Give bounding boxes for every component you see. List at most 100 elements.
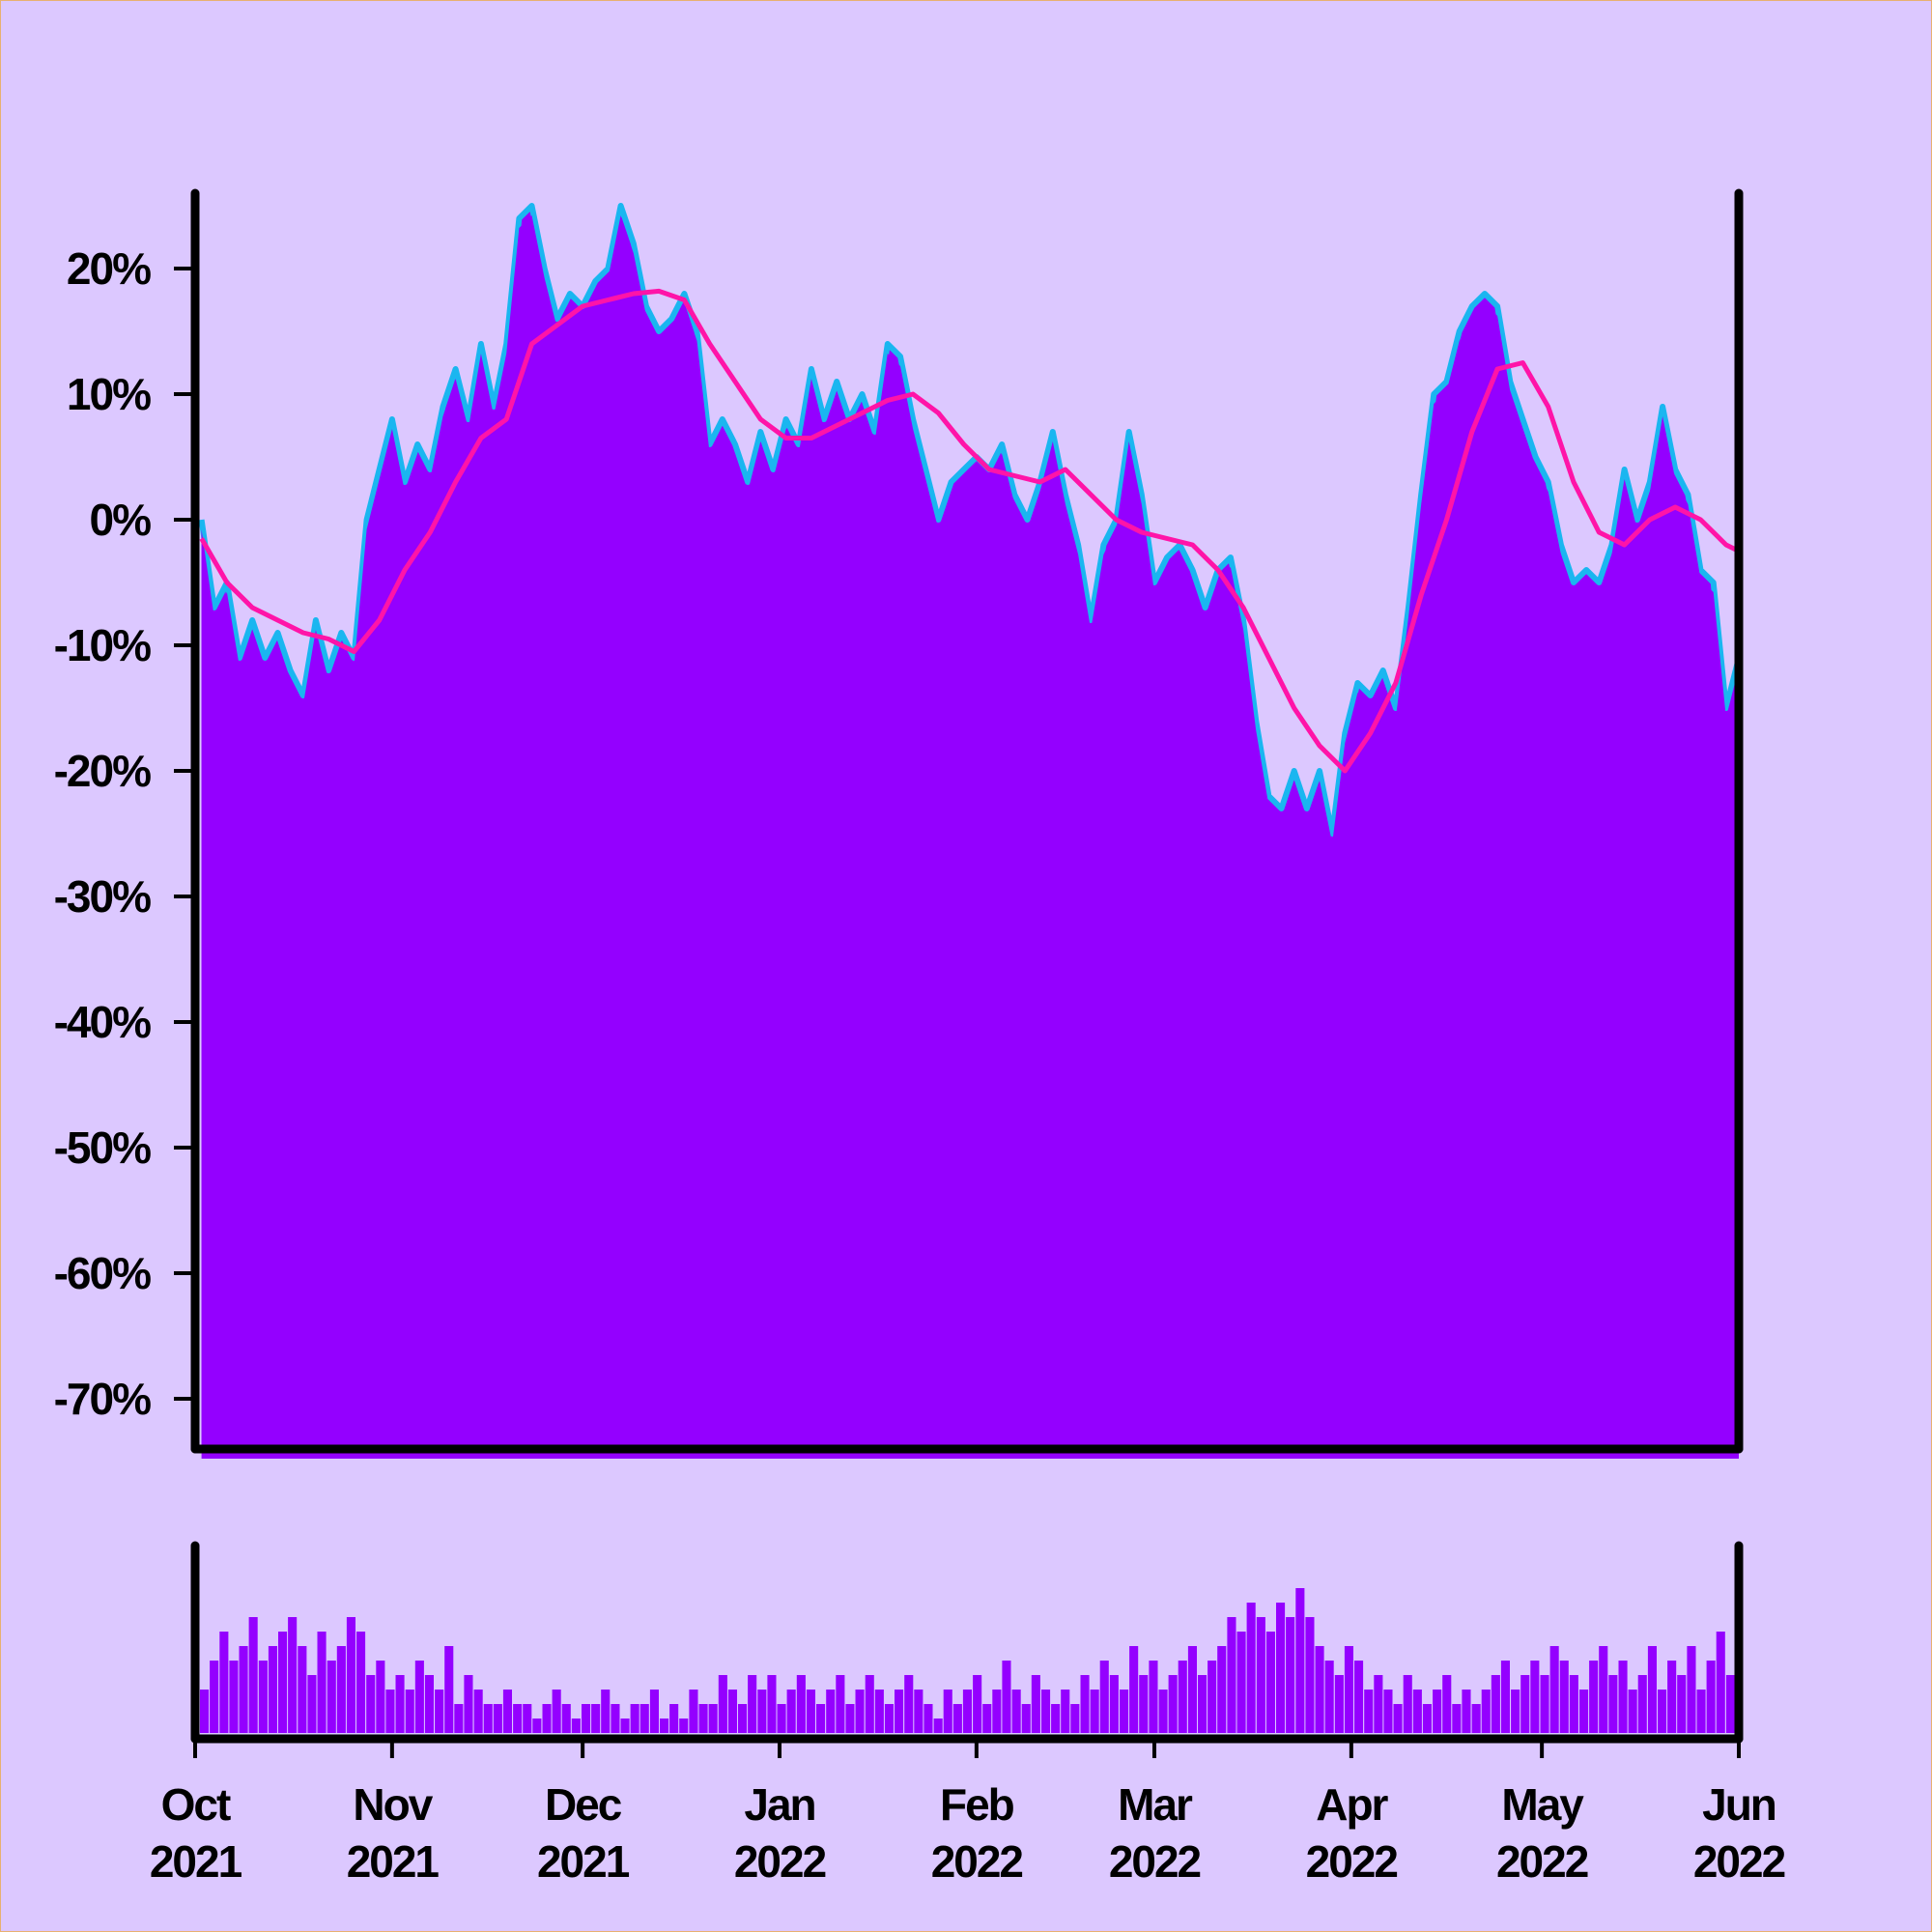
volume-bar	[904, 1675, 914, 1733]
y-tick-label: -20%	[54, 746, 151, 796]
volume-bar	[1500, 1661, 1510, 1733]
volume-bar	[1481, 1690, 1491, 1733]
volume-bar	[698, 1704, 708, 1733]
volume-bar	[1129, 1646, 1139, 1733]
volume-panel	[200, 1588, 1735, 1733]
x-tick-month: Feb	[940, 1779, 1014, 1830]
volume-bar	[601, 1690, 611, 1733]
volume-bar	[1041, 1690, 1051, 1733]
x-tick-month: Jan	[744, 1779, 814, 1830]
volume-bar	[1549, 1646, 1559, 1733]
volume-bar	[288, 1617, 298, 1733]
y-tick-label: 0%	[90, 495, 152, 545]
volume-bar	[1599, 1646, 1608, 1733]
volume-bar	[1265, 1632, 1275, 1733]
volume-bar	[552, 1690, 561, 1733]
volume-bar	[1637, 1675, 1647, 1733]
volume-bar	[1031, 1675, 1040, 1733]
y-tick-label: -50%	[54, 1122, 151, 1173]
volume-bar	[239, 1646, 248, 1733]
moving-average-line	[199, 288, 1741, 774]
volume-bar	[1618, 1661, 1628, 1733]
volume-bar	[796, 1675, 806, 1733]
x-tick-month: Apr	[1316, 1779, 1388, 1830]
y-tick-label: -40%	[54, 997, 151, 1047]
volume-bar	[630, 1704, 639, 1733]
volume-bar	[738, 1704, 748, 1733]
volume-bar	[1725, 1675, 1735, 1733]
volume-bar	[385, 1690, 395, 1733]
volume-bar	[1080, 1675, 1090, 1733]
volume-bar	[1579, 1690, 1589, 1733]
volume-bar	[1471, 1704, 1481, 1733]
y-tick-label: -60%	[54, 1248, 151, 1298]
volume-bar	[1608, 1675, 1618, 1733]
volume-bar	[1334, 1675, 1344, 1733]
volume-bar	[1559, 1661, 1569, 1733]
volume-bar	[1344, 1646, 1353, 1733]
volume-bar	[1187, 1646, 1197, 1733]
volume-bar	[1540, 1675, 1549, 1733]
volume-bar	[591, 1704, 601, 1733]
volume-bar	[669, 1704, 679, 1733]
volume-bar	[1158, 1690, 1168, 1733]
volume-bar	[1628, 1690, 1637, 1733]
volume-bar	[1491, 1675, 1500, 1733]
volume-bar	[1452, 1704, 1462, 1733]
volume-bar	[649, 1690, 659, 1733]
volume-bar	[1246, 1603, 1256, 1733]
volume-bar	[1051, 1704, 1061, 1733]
volume-bar	[542, 1704, 552, 1733]
volume-bar	[1286, 1617, 1295, 1733]
volume-bar	[943, 1690, 952, 1733]
volume-bar	[248, 1617, 258, 1733]
volume-bar	[757, 1690, 767, 1733]
volume-bar	[1061, 1690, 1070, 1733]
volume-bar	[1315, 1646, 1324, 1733]
volume-bar	[952, 1704, 962, 1733]
volume-bar	[1295, 1588, 1305, 1733]
y-tick-label: 10%	[67, 369, 151, 419]
price-area-core	[201, 215, 1740, 1459]
volume-bar	[424, 1675, 434, 1733]
volume-bar	[1139, 1675, 1149, 1733]
volume-bar	[1011, 1690, 1021, 1733]
volume-bar	[865, 1675, 874, 1733]
volume-bar	[611, 1704, 620, 1733]
volume-bar	[708, 1704, 718, 1733]
volume-bar	[219, 1632, 229, 1733]
y-tick-label: 20%	[67, 243, 151, 294]
volume-bar	[914, 1690, 923, 1733]
volume-bar	[639, 1704, 649, 1733]
volume-bar	[1236, 1632, 1246, 1733]
x-tick-month: Oct	[161, 1779, 231, 1830]
volume-bar	[1422, 1704, 1432, 1733]
volume-bar	[405, 1690, 414, 1733]
volume-bar	[962, 1690, 972, 1733]
volume-bar	[298, 1646, 307, 1733]
x-tick-year: 2021	[150, 1836, 242, 1887]
volume-bar	[1687, 1646, 1696, 1733]
y-tick-label: -30%	[54, 871, 151, 922]
volume-bar	[689, 1690, 698, 1733]
volume-bar	[855, 1690, 865, 1733]
x-tick-year: 2021	[537, 1836, 630, 1887]
volume-bar	[483, 1704, 493, 1733]
price-panel	[198, 203, 1742, 1459]
x-tick-year: 2022	[734, 1836, 826, 1887]
volume-bar	[1198, 1675, 1208, 1733]
volume-bar	[395, 1675, 405, 1733]
volume-bar	[727, 1690, 737, 1733]
volume-bar	[1021, 1704, 1031, 1733]
volume-bar	[1227, 1617, 1236, 1733]
volume-bar	[1393, 1704, 1403, 1733]
volume-bar	[1374, 1675, 1383, 1733]
volume-bar	[502, 1690, 512, 1733]
volume-bar	[1530, 1661, 1540, 1733]
volume-bar	[1433, 1690, 1442, 1733]
volume-bar	[1178, 1661, 1187, 1733]
volume-bar	[561, 1704, 571, 1733]
volume-bar	[836, 1675, 845, 1733]
volume-bar	[1324, 1661, 1334, 1733]
